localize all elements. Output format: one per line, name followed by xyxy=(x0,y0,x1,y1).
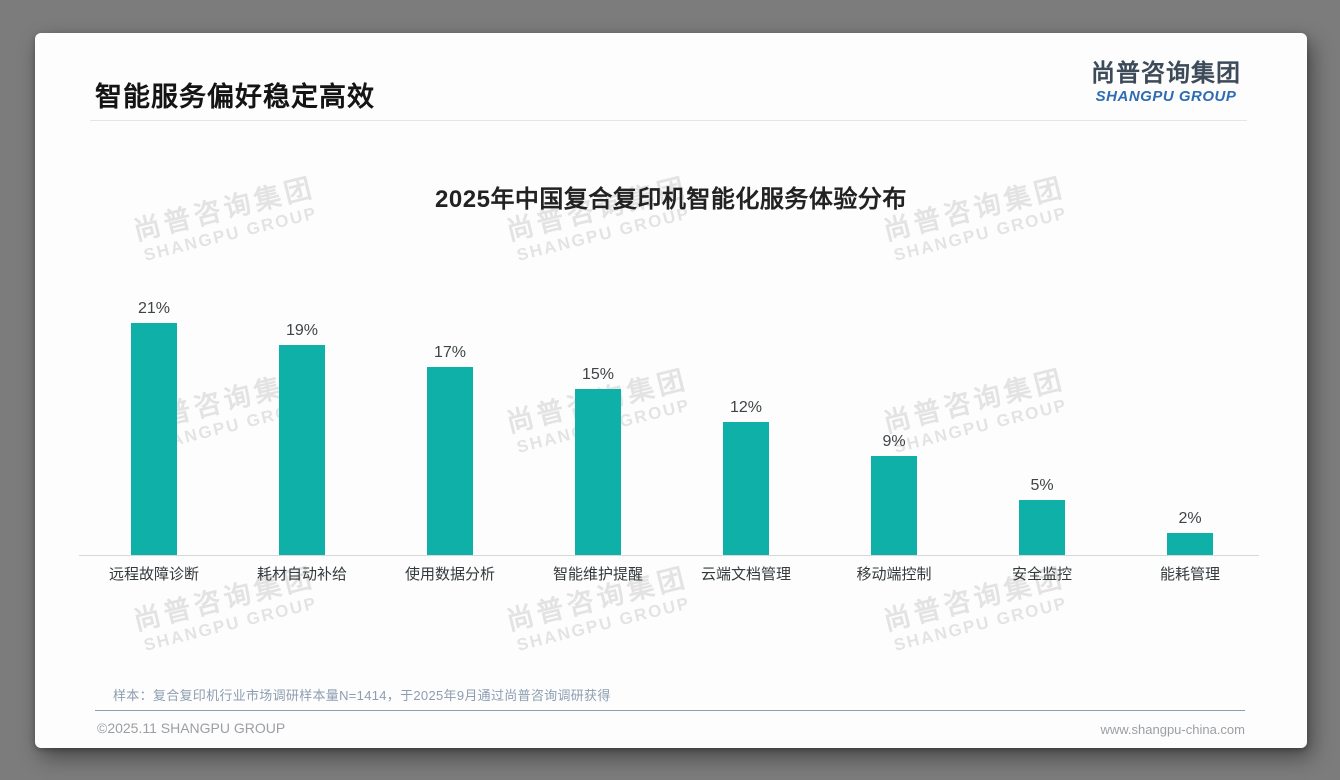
bar-value-label: 21% xyxy=(137,300,171,317)
bar-category-label: 使用数据分析 xyxy=(404,566,495,583)
bar-value-label: 9% xyxy=(882,433,906,450)
bar-category-label: 移动端控制 xyxy=(856,566,932,583)
slide-card: 智能服务偏好稳定高效 尚普咨询集团 SHANGPU GROUP 尚普咨询集团 SH… xyxy=(35,33,1307,748)
bar-category-label: 耗材自动补给 xyxy=(256,566,347,583)
header-divider xyxy=(90,120,1247,121)
bar-category-label: 智能维护提醒 xyxy=(552,566,643,583)
source-note: 样本：复合复印机行业市场调研样本量N=1414，于2025年9月通过尚普咨询调研… xyxy=(113,688,611,703)
bar-value-label: 17% xyxy=(433,344,467,361)
bar-column: 5% 安全监控 xyxy=(968,275,1116,587)
bar xyxy=(279,345,325,555)
bar-value-label: 5% xyxy=(1030,477,1054,494)
bar xyxy=(871,456,917,555)
bar-category-label: 安全监控 xyxy=(1011,566,1072,583)
watermark-en-text: SHANGPU GROUP xyxy=(891,593,1070,655)
bar xyxy=(723,422,769,555)
footer-copyright: ©2025.11 SHANGPU GROUP xyxy=(97,720,286,736)
bar-value-label: 15% xyxy=(581,366,615,383)
x-axis-line xyxy=(79,555,1259,556)
bar-category-label: 云端文档管理 xyxy=(700,566,791,583)
bar-column: 21% 远程故障诊断 xyxy=(80,275,228,587)
bar-column: 12% 云端文档管理 xyxy=(672,275,820,587)
logo-chinese-name: 尚普咨询集团 xyxy=(1091,60,1241,87)
bar-column: 19% 耗材自动补给 xyxy=(228,275,376,587)
bar-category-label: 远程故障诊断 xyxy=(108,566,199,583)
footer-divider xyxy=(95,710,1245,711)
bar-category-label: 能耗管理 xyxy=(1159,566,1220,583)
bar-column: 17% 使用数据分析 xyxy=(376,275,524,587)
watermark-en-text: SHANGPU GROUP xyxy=(141,593,320,655)
page-title: 智能服务偏好稳定高效 xyxy=(95,82,375,112)
bar xyxy=(427,367,473,555)
bar-chart: 21% 远程故障诊断 19% 耗材自动补给 17% 使用数据分析 15% 智能维护提醒 12% 云… xyxy=(80,275,1264,587)
bar xyxy=(575,389,621,555)
footer-website: www.shangpu-china.com xyxy=(1100,722,1245,737)
bar-column: 9% 移动端控制 xyxy=(820,275,968,587)
logo-english-name: SHANGPU GROUP xyxy=(1095,87,1237,105)
chart-title: 2025年中国复合复印机智能化服务体验分布 xyxy=(435,186,907,213)
watermark-en-text: SHANGPU GROUP xyxy=(514,593,693,655)
bar xyxy=(1019,500,1065,555)
company-logo: 尚普咨询集团 SHANGPU GROUP xyxy=(1088,60,1244,105)
bar xyxy=(131,323,177,555)
bar-column: 2% 能耗管理 xyxy=(1116,275,1264,587)
bar-value-label: 2% xyxy=(1178,510,1202,527)
bar-value-label: 19% xyxy=(285,322,319,339)
bar-value-label: 12% xyxy=(729,399,763,416)
bar-column: 15% 智能维护提醒 xyxy=(524,275,672,587)
bar xyxy=(1167,533,1213,555)
